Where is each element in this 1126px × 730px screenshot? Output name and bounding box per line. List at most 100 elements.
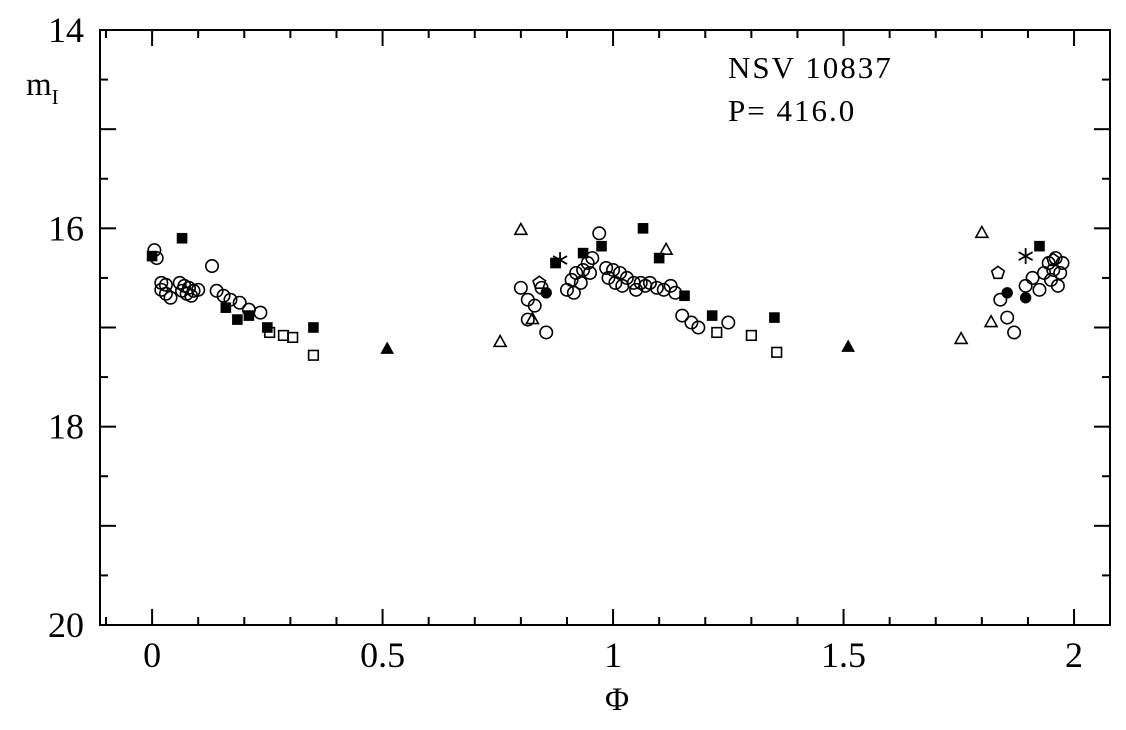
point-open-circle xyxy=(539,325,554,340)
asterisk-arm xyxy=(1018,251,1034,261)
point-open-circle xyxy=(564,272,579,287)
point-filled-square xyxy=(653,252,665,264)
point-open-circle xyxy=(209,283,224,298)
point-filled-square xyxy=(1034,240,1045,252)
point-open-circle xyxy=(1018,278,1033,293)
point-open-circle xyxy=(573,275,588,290)
point-filled-circle xyxy=(1019,292,1032,304)
point-open-pentagon xyxy=(990,265,1006,280)
period-annotation: P= 416.0 xyxy=(728,93,856,128)
point-open-circle xyxy=(619,270,634,285)
data-points-layer xyxy=(146,221,1070,361)
point-open-triangle xyxy=(953,330,969,345)
y-tick-label: 14 xyxy=(48,10,84,50)
y-axis-label-main: m xyxy=(26,67,52,103)
x-axis-label: Φ xyxy=(605,682,629,718)
point-filled-square xyxy=(220,302,232,313)
point-filled-square xyxy=(637,223,649,234)
point-open-circle xyxy=(527,298,542,313)
point-open-triangle xyxy=(974,224,990,239)
point-open-circle xyxy=(642,275,657,290)
point-open-circle xyxy=(691,320,706,335)
point-open-square xyxy=(287,331,299,344)
y-tick-label: 20 xyxy=(48,605,84,645)
point-open-circle xyxy=(1025,270,1040,285)
point-filled-triangle xyxy=(841,339,856,352)
point-open-circle xyxy=(1050,278,1065,293)
point-open-triangle xyxy=(525,311,540,325)
point-open-circle xyxy=(253,305,268,320)
y-axis-label-subscript: I xyxy=(52,85,59,109)
point-open-circle xyxy=(520,312,535,327)
point-open-circle xyxy=(205,259,220,274)
point-filled-square xyxy=(308,322,319,333)
point-filled-square xyxy=(577,247,589,259)
star-name-annotation: NSV 10837 xyxy=(728,50,893,85)
point-open-circle xyxy=(583,265,598,280)
point-open-circle xyxy=(601,270,616,285)
point-filled-square xyxy=(679,290,690,302)
point-open-circle xyxy=(576,262,591,277)
point-open-square xyxy=(745,329,757,342)
point-open-circle xyxy=(1000,310,1015,325)
point-open-circle xyxy=(1048,251,1063,266)
point-open-circle xyxy=(513,280,528,295)
x-tick-label: 0 xyxy=(143,635,161,675)
point-filled-circle xyxy=(540,287,552,299)
point-open-circle xyxy=(566,285,581,300)
point-open-circle xyxy=(675,308,690,323)
point-filled-square xyxy=(232,314,243,325)
point-filled-square xyxy=(243,310,255,321)
point-open-circle xyxy=(592,226,607,241)
y-axis-label: mI xyxy=(26,67,59,109)
point-open-circle xyxy=(649,280,664,295)
point-open-triangle xyxy=(983,314,999,328)
point-asterisk xyxy=(552,252,568,269)
point-open-circle xyxy=(158,286,173,301)
point-open-square xyxy=(771,346,783,358)
point-open-square xyxy=(711,326,723,339)
point-asterisk xyxy=(1018,248,1034,265)
point-filled-square xyxy=(596,240,607,252)
point-open-square xyxy=(264,326,276,339)
point-open-circle xyxy=(163,290,178,305)
point-open-circle xyxy=(1007,325,1022,340)
point-open-circle xyxy=(993,292,1008,307)
point-filled-triangle xyxy=(380,341,395,354)
axis-ticks xyxy=(100,29,1110,626)
y-tick-label: 16 xyxy=(48,208,84,248)
point-open-circle xyxy=(612,265,627,280)
point-open-triangle xyxy=(513,221,529,236)
point-open-circle xyxy=(599,260,614,275)
point-open-circle xyxy=(232,295,247,310)
point-open-circle xyxy=(721,315,736,330)
point-open-square xyxy=(307,349,320,361)
axis-tick-labels: 0 0.5 1 1.5 2 14 16 18 20 xyxy=(48,10,1083,675)
point-open-triangle xyxy=(492,333,508,348)
plot-frame xyxy=(99,29,1111,626)
point-open-circle xyxy=(1055,256,1070,271)
y-tick-label: 18 xyxy=(48,407,84,447)
x-tick-label: 2 xyxy=(1065,635,1083,675)
point-open-circle xyxy=(606,262,621,277)
x-tick-label: 1.5 xyxy=(821,635,866,675)
point-open-circle xyxy=(191,282,206,297)
point-filled-circle xyxy=(1001,287,1013,299)
point-open-pentagon xyxy=(532,275,547,290)
point-filled-square xyxy=(146,250,158,262)
point-open-circle xyxy=(1053,265,1068,280)
x-tick-label: 1 xyxy=(604,635,622,675)
x-tick-label: 0.5 xyxy=(360,635,405,675)
point-open-pentagon xyxy=(1046,252,1061,267)
point-open-square xyxy=(277,329,290,342)
point-open-circle xyxy=(158,277,173,292)
point-filled-square xyxy=(769,312,780,323)
point-open-circle xyxy=(216,288,231,303)
point-open-circle xyxy=(684,315,699,330)
point-open-circle xyxy=(629,282,644,297)
point-open-triangle xyxy=(658,241,674,255)
point-filled-square xyxy=(706,310,718,321)
point-open-circle xyxy=(1032,282,1047,297)
